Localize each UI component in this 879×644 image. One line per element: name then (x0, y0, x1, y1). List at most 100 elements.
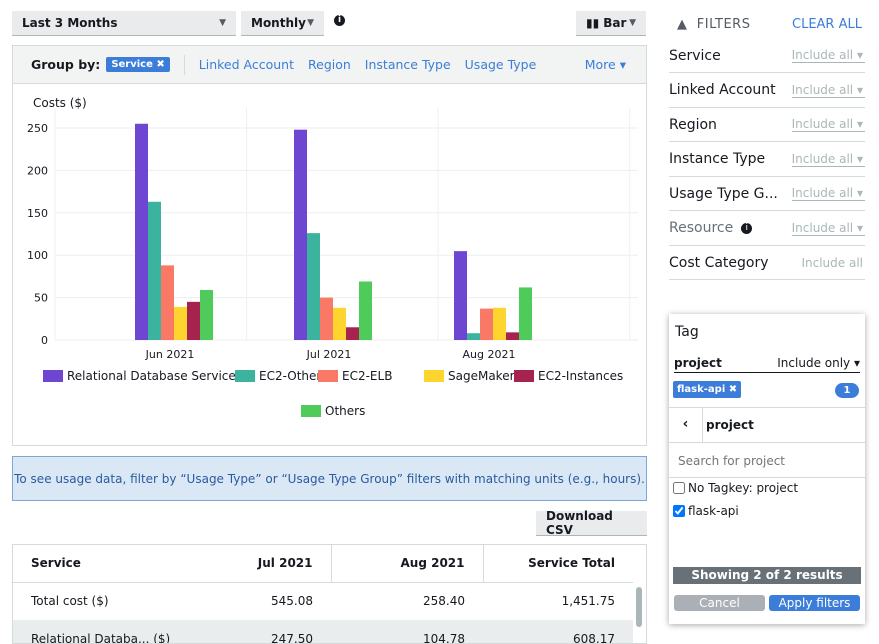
include-all-label: Include all (791, 220, 854, 235)
tag-title: Tag (675, 324, 699, 340)
bar (519, 287, 532, 340)
filters-header[interactable]: ▲ FILTERS (677, 17, 751, 32)
legend-swatch (424, 370, 444, 382)
filter-row[interactable]: Cost Category Include all (669, 246, 865, 280)
bar (135, 123, 148, 340)
bar (294, 129, 307, 340)
table-row: Total cost ($) 545.08 258.40 1,451.75 (13, 582, 633, 620)
cost-table: Service Jul 2021 Aug 2021 Service Total … (12, 544, 647, 644)
col-header[interactable]: Aug 2021 (331, 545, 484, 582)
include-all-label: Include all (791, 117, 854, 131)
close-icon[interactable]: ✖ (156, 59, 165, 70)
tag-key-select[interactable]: project Include only ▾ (674, 356, 860, 373)
filter-label: Linked Account (669, 82, 776, 98)
filter-row[interactable]: Linked Account Include all ▾ (669, 74, 865, 108)
tag-chip[interactable]: flask-api ✖ (673, 381, 742, 398)
bar (307, 233, 320, 340)
bar (333, 307, 346, 340)
scrollbar[interactable] (636, 587, 642, 627)
back-chevron-icon[interactable]: ‹ (669, 407, 703, 443)
legend-swatch (235, 370, 255, 382)
option-label: flask-api (688, 504, 739, 518)
group-by-region[interactable]: Region (308, 57, 351, 72)
col-header[interactable]: Service (31, 556, 81, 571)
cell: Total cost ($) (31, 594, 109, 609)
legend-label: Relational Database Service (67, 369, 236, 383)
chip-label: Service (111, 59, 153, 70)
tag-key-heading: project (706, 418, 754, 432)
col-header[interactable]: Service Total (528, 556, 615, 571)
include-all-select[interactable]: Include all ▾ (791, 82, 865, 98)
option-no-tagkey[interactable]: No Tagkey: project (673, 481, 798, 495)
legend-label: SageMaker (448, 369, 515, 383)
include-all-label: Include all (791, 151, 854, 166)
granularity-value: Monthly (251, 16, 306, 30)
include-all-label: Include all (791, 48, 854, 62)
table-row: Relational Databa... ($) 247.50 104.78 6… (13, 620, 633, 644)
legend-label: Others (325, 404, 365, 418)
tag-filter-popover: Tag project Include only ▾ flask-api ✖ 1 … (669, 314, 865, 624)
include-all-select[interactable]: Include all ▾ (791, 151, 865, 167)
group-by-instance-type[interactable]: Instance Type (364, 57, 451, 72)
granularity-select[interactable]: Monthly ▼ (241, 11, 324, 36)
date-range-value: Last 3 Months (22, 16, 118, 30)
group-by-linked-account[interactable]: Linked Account (198, 57, 294, 72)
filter-row[interactable]: Service Include all ▾ (669, 39, 865, 73)
bar (161, 265, 174, 340)
info-icon[interactable]: i (741, 222, 753, 234)
cancel-button[interactable]: Cancel (674, 595, 765, 611)
tag-key: project (674, 356, 722, 370)
filter-row[interactable]: Resource i Include all ▾ (669, 212, 865, 246)
legend-label: EC2-Other (259, 369, 321, 383)
filter-row[interactable]: Region Include all ▾ (669, 108, 865, 142)
include-all-select[interactable]: Include all ▾ (791, 48, 865, 63)
results-count: Showing 2 of 2 results (673, 567, 861, 584)
filter-label: Service (669, 47, 721, 64)
legend-swatch (514, 370, 534, 382)
download-csv-button[interactable]: Download CSV (536, 509, 647, 537)
include-all-label: Include all (791, 82, 854, 97)
checkbox[interactable] (673, 482, 685, 494)
legend-swatch (301, 405, 321, 417)
chart-type-select[interactable]: ▮▮ Bar ▼ (576, 11, 646, 36)
filter-row[interactable]: Usage Type G... Include all ▾ (669, 177, 865, 211)
cell: 545.08 (271, 594, 313, 609)
bar (320, 297, 333, 340)
clear-all-link[interactable]: CLEAR ALL (792, 17, 862, 32)
group-by-bar: Group by: Service ✖ Linked Account Regio… (13, 46, 646, 84)
apply-filters-button[interactable]: Apply filters (769, 595, 860, 611)
date-range-select[interactable]: Last 3 Months ▼ (12, 11, 236, 36)
chart-type-value: Bar (603, 16, 627, 30)
group-by-chip[interactable]: Service ✖ (106, 57, 170, 72)
filters-title: FILTERS (696, 17, 751, 32)
bar (187, 301, 200, 340)
option-label: No Tagkey: project (688, 481, 799, 495)
filter-label: Instance Type (669, 151, 766, 167)
col-header[interactable]: Jul 2021 (183, 545, 332, 582)
bar (493, 307, 506, 340)
include-mode-select[interactable]: Include only ▾ (777, 356, 860, 370)
y-tick-label: 50 (34, 292, 48, 305)
group-by-usage-type[interactable]: Usage Type (464, 57, 537, 72)
close-icon[interactable]: ✖ (728, 384, 738, 395)
bar (506, 332, 519, 340)
y-axis-label: Costs ($) (33, 96, 87, 110)
include-all-select[interactable]: Include all ▾ (791, 220, 865, 236)
cell: 608.17 (573, 632, 615, 644)
cell: Relational Databa... ($) (31, 632, 171, 644)
chart-panel: Group by: Service ✖ Linked Account Regio… (12, 45, 647, 446)
info-banner: To see usage data, filter by “Usage Type… (12, 456, 647, 501)
filter-row[interactable]: Instance Type Include all ▾ (669, 143, 865, 177)
include-all-select[interactable]: Include all (801, 256, 865, 270)
include-all-select[interactable]: Include all ▾ (791, 186, 865, 201)
include-all-select[interactable]: Include all ▾ (791, 117, 865, 132)
legend-swatch (43, 370, 63, 382)
tag-search-input[interactable] (669, 444, 865, 478)
selected-count-badge: 1 (835, 383, 859, 398)
legend-label: EC2-Instances (538, 369, 623, 383)
bar (467, 333, 480, 340)
option-flask-api[interactable]: flask-api (673, 504, 739, 518)
info-icon[interactable]: i (334, 15, 345, 26)
checkbox[interactable] (673, 505, 685, 517)
more-button[interactable]: More ▾ (584, 57, 626, 72)
